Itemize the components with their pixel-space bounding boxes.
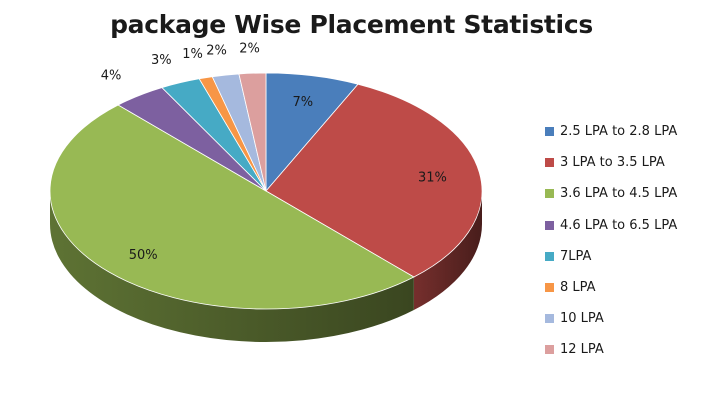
pie-data-label: 31%: [418, 171, 447, 186]
legend-swatch: [545, 345, 554, 355]
pie-labels: 7%31%50%4%3% 1% 2% 2%: [101, 41, 447, 263]
pie-data-label: 7%: [292, 95, 313, 110]
pie-data-label: 2%: [239, 41, 260, 56]
legend-swatch: [545, 251, 554, 261]
pie-data-label: 2%: [206, 44, 227, 59]
pie-data-label: 50%: [129, 248, 158, 263]
legend-label: 3 LPA to 3.5 LPA: [560, 155, 665, 171]
pie-data-label: 3%: [151, 53, 172, 68]
pie-top: [50, 72, 483, 310]
pie-slice-side: [50, 191, 414, 343]
legend-swatch: [545, 314, 554, 324]
legend-label: 7LPA: [560, 248, 592, 264]
legend-swatch: [545, 189, 554, 199]
pie-data-label: 4%: [101, 69, 122, 84]
pie-slice: [265, 83, 483, 278]
pie-sides: [50, 191, 482, 343]
legend-swatch: [545, 220, 554, 230]
legend-item: 3.6 LPA to 4.5 LPA: [545, 178, 677, 209]
legend-swatch: [545, 283, 554, 293]
legend-item: 8 LPA: [545, 272, 677, 303]
pie-slice: [238, 72, 267, 192]
legend-label: 3.6 LPA to 4.5 LPA: [560, 186, 678, 202]
chart-title: package Wise Placement Statistics: [110, 10, 593, 39]
legend-item: 12 LPA: [545, 334, 677, 365]
legend-label: 12 LPA: [560, 342, 604, 358]
pie-data-label: 1%: [182, 47, 203, 62]
legend-item: 3 LPA to 3.5 LPA: [545, 147, 677, 178]
legend: 2.5 LPA to 2.8 LPA 3 LPA to 3.5 LPA 3.6 LP…: [545, 116, 677, 366]
legend-label: 4.6 LPA to 6.5 LPA: [560, 217, 678, 233]
pie-slice: [50, 104, 415, 310]
legend-swatch: [545, 127, 554, 137]
legend-label: 2.5 LPA to 2.8 LPA: [560, 124, 678, 140]
legend-label: 10 LPA: [560, 311, 604, 327]
legend-item: 10 LPA: [545, 303, 677, 334]
pie-slice-side: [413, 191, 482, 311]
legend-label: 8 LPA: [560, 280, 596, 296]
legend-item: 4.6 LPA to 6.5 LPA: [545, 210, 677, 241]
legend-item: 2.5 LPA to 2.8 LPA: [545, 116, 677, 147]
legend-swatch: [545, 158, 554, 168]
legend-item: 7LPA: [545, 241, 677, 272]
